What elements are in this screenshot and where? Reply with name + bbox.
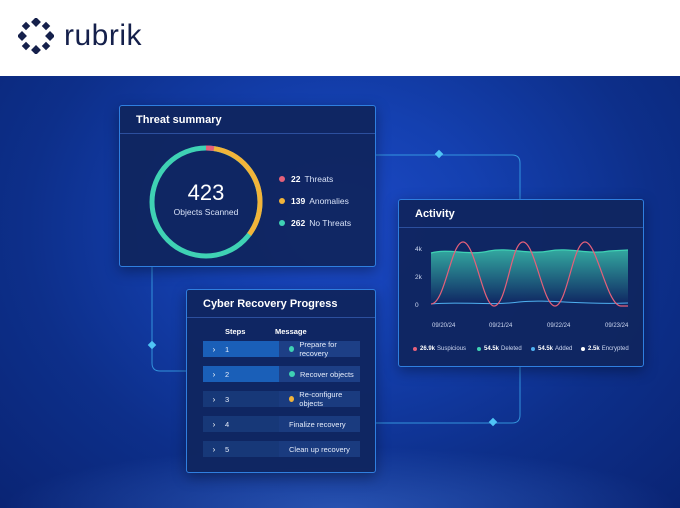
- x-tick-0923: 09/23/24: [605, 323, 629, 329]
- step-number: 1: [225, 344, 230, 354]
- legend-value: 2.5k: [588, 346, 600, 352]
- chevron-right-icon[interactable]: ›: [212, 419, 216, 429]
- y-tick-4k: 4k: [415, 246, 423, 253]
- status-complete-icon: [289, 371, 295, 377]
- legend-value: 22: [291, 174, 301, 184]
- legend-label: Anomalies: [309, 196, 349, 206]
- encrypted-dot-icon: [581, 347, 585, 351]
- suspicious-dot-icon: [413, 347, 417, 351]
- legend-deleted: 54.5k Deleted: [477, 346, 522, 352]
- cyber-recovery-title: Cyber Recovery Progress: [203, 298, 338, 310]
- chevron-right-icon[interactable]: ›: [212, 394, 216, 404]
- legend-value: 26.9k: [420, 346, 436, 352]
- y-tick-2k: 2k: [415, 274, 423, 281]
- legend-value: 54.5k: [538, 346, 554, 352]
- divider: [187, 317, 375, 318]
- legend-no-threats: 262 No Threats: [279, 218, 351, 228]
- chevron-right-icon[interactable]: ›: [212, 369, 216, 379]
- suspicious-line: [430, 241, 628, 307]
- legend-value: 139: [291, 196, 306, 206]
- message-column-header: Message: [275, 327, 307, 336]
- legend-value: 54.5k: [484, 346, 500, 352]
- recovery-step-row[interactable]: › 5 Clean up recovery: [203, 441, 360, 457]
- legend-label: Added: [555, 346, 573, 352]
- donut-segment-threats: [149, 145, 263, 259]
- y-tick-0: 0: [415, 302, 419, 309]
- step-message: Prepare for recovery: [299, 340, 337, 358]
- activity-chart: 4k 2k 0 09/20/24 09/21/24 09/22/24 09/23…: [415, 241, 629, 329]
- legend-encrypted: 2.5k Encrypted: [581, 346, 629, 352]
- cyber-recovery-card: Cyber Recovery Progress Steps Message › …: [186, 289, 376, 473]
- recovery-step-row[interactable]: › 4 Finalize recovery: [203, 416, 360, 432]
- chevron-right-icon[interactable]: ›: [212, 344, 216, 354]
- status-complete-icon: [289, 346, 295, 352]
- legend-label: Deleted: [501, 346, 522, 352]
- donut-segment-anomalies: [149, 145, 263, 259]
- legend-label: No Threats: [309, 218, 352, 228]
- deleted-area: [431, 249, 628, 304]
- step-message: Clean up recovery: [289, 444, 350, 454]
- threats-dot-icon: [279, 176, 285, 182]
- legend-label: Threats: [304, 174, 334, 184]
- step-message: Recover objects: [300, 369, 354, 379]
- recovery-step-row[interactable]: › 3 Re-configure objects: [203, 390, 360, 408]
- objects-scanned-count: 423: [187, 180, 225, 205]
- brand-name: rubrik: [64, 19, 143, 52]
- header: rubrik: [0, 0, 680, 76]
- recovery-step-row[interactable]: › 2 Recover objects: [203, 366, 360, 382]
- recovery-step-row[interactable]: › 1 Prepare for recovery: [203, 340, 360, 358]
- legend-label: Suspicious: [437, 346, 467, 352]
- x-tick-0921: 09/21/24: [489, 323, 513, 329]
- legend-suspicious: 26.9k Suspicious: [413, 346, 466, 352]
- status-in-progress-icon: [289, 396, 295, 402]
- rubrik-logo[interactable]: rubrik: [18, 18, 142, 54]
- threat-summary-card: Threat summary 423 Objects Scanned 22 Th…: [119, 105, 376, 267]
- x-tick-0920: 09/20/24: [432, 323, 456, 329]
- step-number: 2: [225, 369, 230, 379]
- x-tick-0922: 09/22/24: [547, 323, 571, 329]
- legend-value: 262: [291, 218, 306, 228]
- threat-summary-title: Threat summary: [136, 114, 222, 126]
- legend-threats: 22 Threats: [279, 174, 333, 184]
- connector-lines: [147, 149, 521, 427]
- added-line: [430, 300, 629, 305]
- legend-added: 54.5k Added: [531, 346, 572, 352]
- deleted-dot-icon: [477, 347, 481, 351]
- legend-label: Encrypted: [601, 346, 629, 352]
- step-number: 5: [225, 444, 230, 454]
- legend-anomalies: 139 Anomalies: [279, 196, 349, 206]
- step-number: 4: [225, 419, 230, 429]
- threat-donut-chart: [149, 145, 263, 259]
- anomalies-dot-icon: [279, 198, 285, 204]
- activity-title: Activity: [415, 208, 455, 220]
- activity-card: Activity 4k 2k 0 09/20/24 09/21/24 09/22…: [398, 199, 644, 367]
- rubrik-mark-icon: [18, 18, 54, 54]
- steps-column-header: Steps: [225, 327, 246, 336]
- deleted-line: [430, 249, 629, 254]
- step-message: Re-configure objects: [299, 390, 343, 408]
- divider: [399, 227, 643, 228]
- step-message: Finalize recovery: [289, 419, 346, 429]
- step-number: 3: [225, 394, 230, 404]
- added-dot-icon: [531, 347, 535, 351]
- divider: [120, 133, 375, 134]
- objects-scanned-label: Objects Scanned: [173, 207, 239, 217]
- no-threats-dot-icon: [279, 220, 285, 226]
- chevron-right-icon[interactable]: ›: [212, 444, 216, 454]
